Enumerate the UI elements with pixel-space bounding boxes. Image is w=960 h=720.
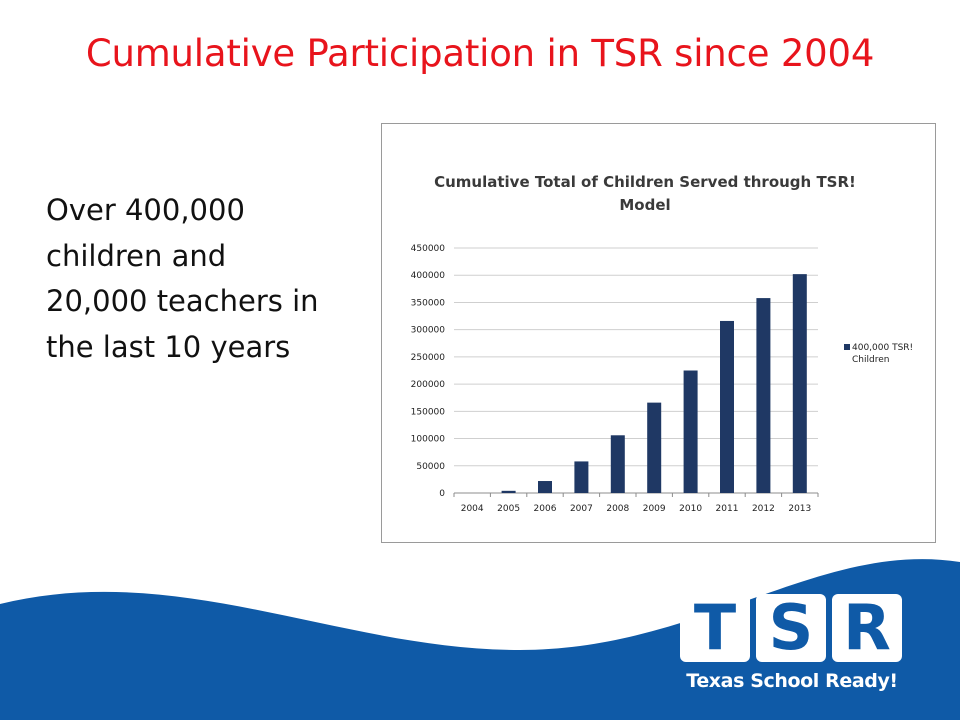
x-tick-label: 2010: [679, 504, 702, 514]
tsr-logo: T S R Texas School Ready!: [680, 594, 904, 706]
bar: [683, 370, 698, 493]
x-tick-label: 2007: [570, 504, 593, 514]
body-line: 20,000 teachers in: [46, 284, 319, 318]
y-tick-label: 400000: [411, 271, 446, 281]
bar: [647, 402, 662, 493]
chart-frame: Cumulative Total of Children Served thro…: [381, 123, 936, 543]
y-tick-label: 450000: [411, 244, 446, 254]
bar: [792, 274, 807, 493]
slide-title: Cumulative Participation in TSR since 20…: [85, 32, 875, 75]
x-tick-label: 2008: [606, 504, 629, 514]
x-tick-label: 2009: [643, 504, 666, 514]
x-tick-label: 2004: [461, 504, 484, 514]
bar-chart: Cumulative Total of Children Served thro…: [411, 173, 914, 514]
y-tick-label: 300000: [411, 326, 446, 336]
logo-letter: T: [680, 594, 750, 662]
bar: [501, 490, 516, 493]
body-line: children and: [46, 238, 227, 273]
y-axis: 0 50000 100000 150000 200000 250000 300000 3500…: [411, 244, 446, 499]
legend-label: Children: [852, 355, 889, 365]
chart-title-line: Cumulative Total of Children Served thro…: [434, 173, 856, 191]
x-tick-label: 2012: [752, 504, 775, 514]
y-tick-label: 50000: [416, 462, 445, 472]
y-tick-label: 250000: [411, 353, 446, 363]
legend: 400,000 TSR! Children: [844, 343, 913, 365]
x-tick-label: 2006: [534, 504, 557, 514]
body-line: the last 10 years: [46, 329, 291, 364]
x-tick-label: 2005: [497, 504, 520, 514]
chart-title-line: Model: [619, 196, 670, 214]
y-tick-label: 150000: [411, 407, 446, 417]
bar: [538, 481, 552, 493]
y-tick-label: 100000: [411, 435, 446, 445]
y-tick-label: 200000: [411, 380, 446, 390]
x-tick-label: 2011: [716, 504, 739, 514]
legend-label: 400,000 TSR!: [852, 343, 913, 353]
bar: [610, 435, 625, 493]
x-tick-label: 2013: [788, 504, 811, 514]
bar: [720, 320, 734, 493]
bar: [756, 298, 771, 493]
logo-letters: T S R: [680, 594, 902, 662]
body-line: Over 400,000: [46, 193, 245, 227]
x-axis: 2004 2005 2006 2007 2008 2009 2010 2011 2012 2013: [453, 493, 819, 514]
y-tick-label: 0: [439, 489, 445, 499]
logo-letter: R: [832, 594, 902, 662]
y-tick-label: 350000: [411, 298, 446, 308]
bar: [574, 461, 589, 493]
body-text: Over 400,000 children and 20,000 teacher…: [46, 188, 366, 370]
legend-swatch: [844, 344, 850, 350]
bars: [501, 274, 807, 493]
logo-letter: S: [756, 594, 826, 662]
logo-tagline: Texas School Ready!: [686, 670, 898, 692]
